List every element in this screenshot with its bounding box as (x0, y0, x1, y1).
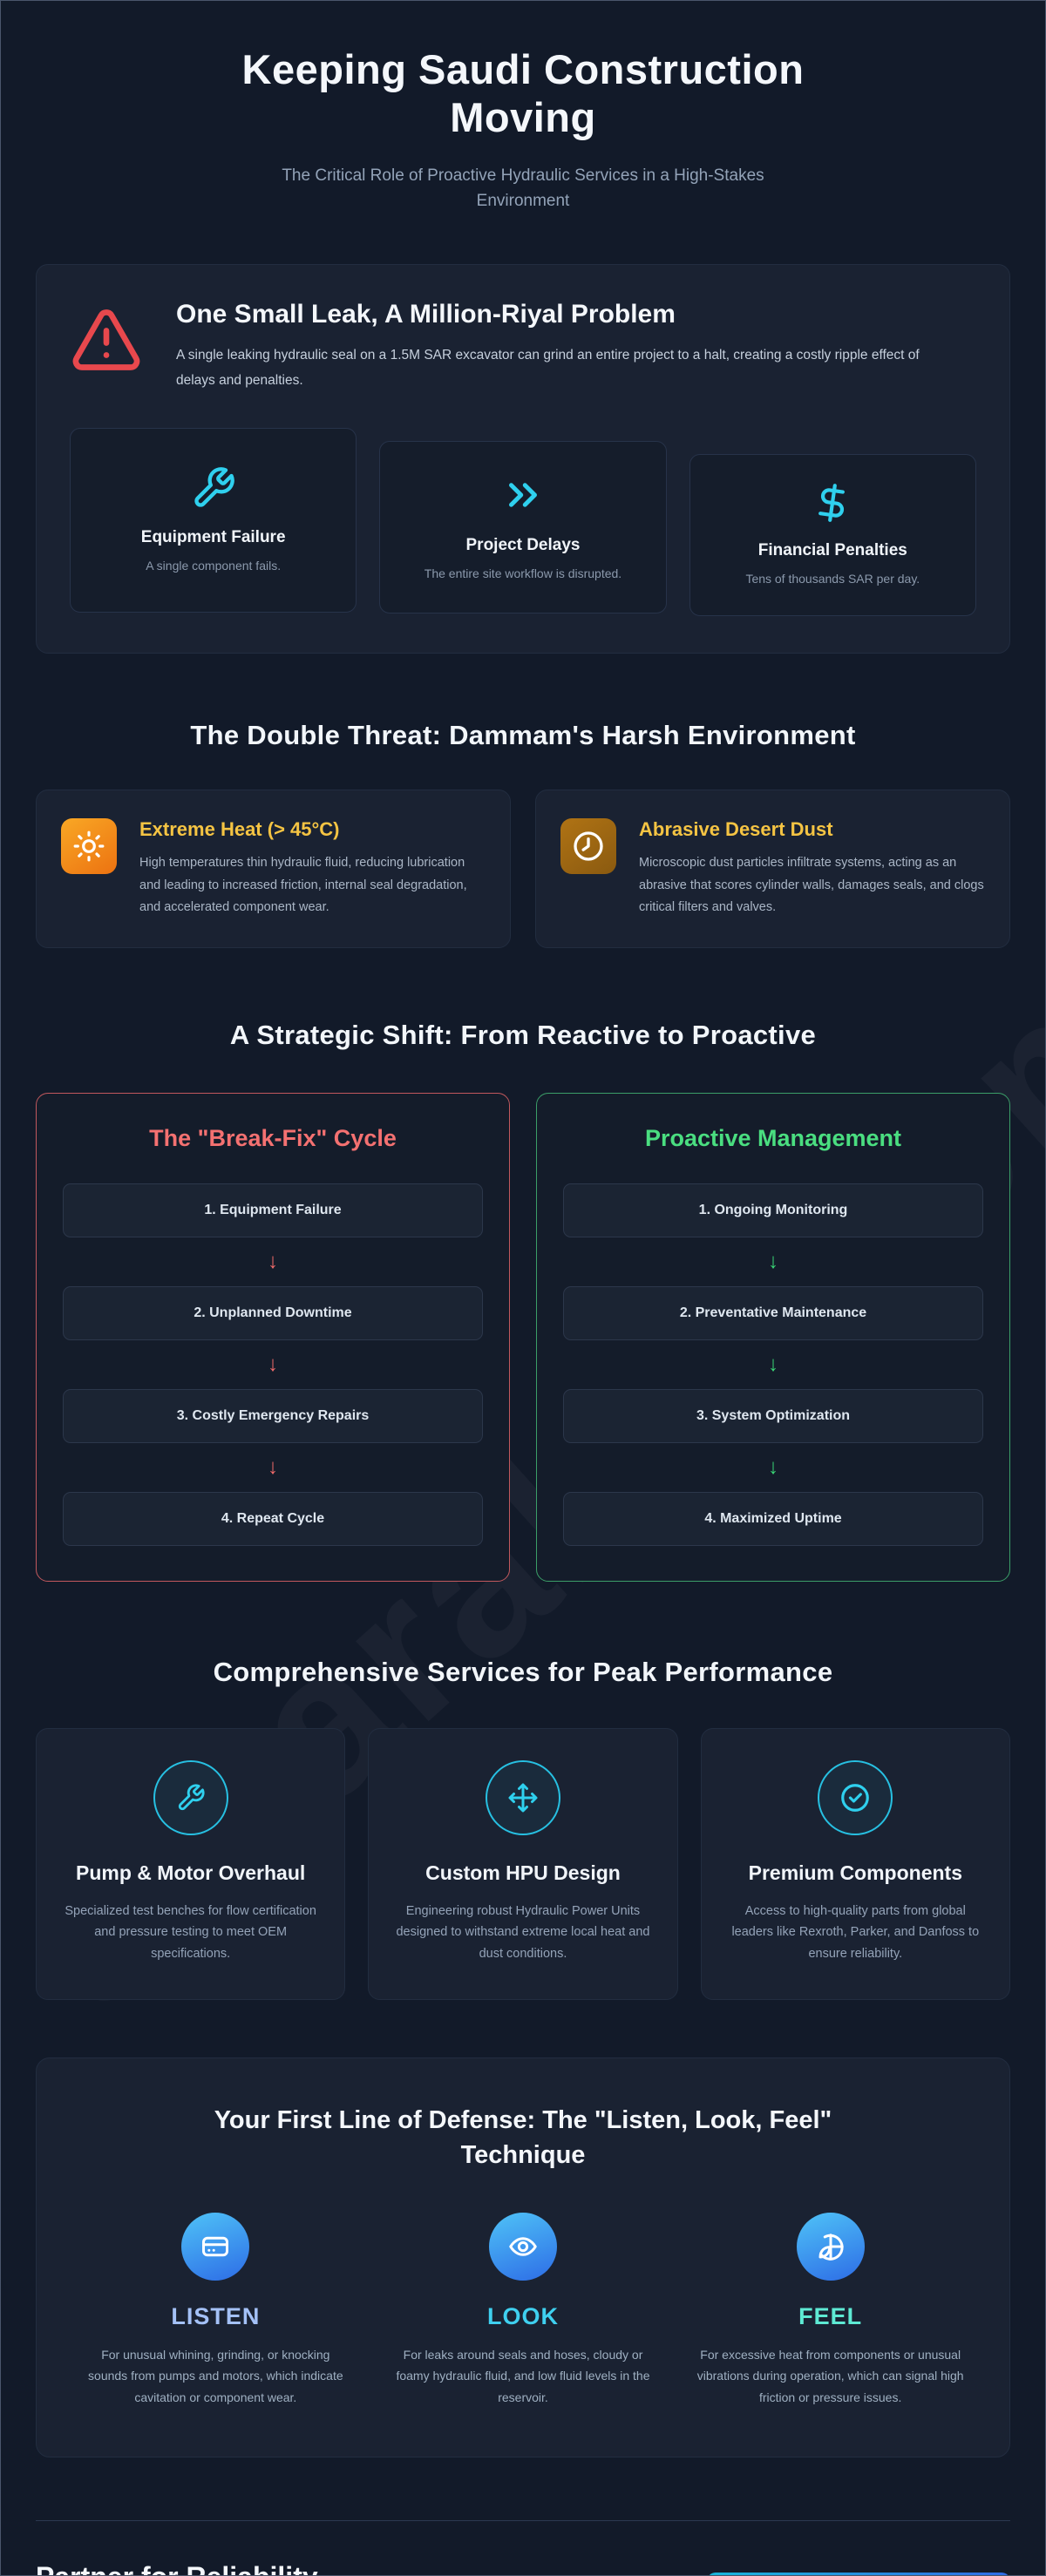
technique-item-listen: LISTEN For unusual whining, grinding, or… (77, 2212, 355, 2409)
break-fix-step-1: 1. Equipment Failure (63, 1183, 483, 1237)
break-fix-cycle-card: The "Break-Fix" Cycle 1. Equipment Failu… (36, 1092, 510, 1582)
threat-card-desert-dust: Abrasive Desert Dust Microscopic dust pa… (535, 790, 1010, 948)
learn-more-button[interactable]: Learn More at etsarabia.com (706, 2572, 1010, 2575)
page-title: Keeping Saudi Construction Moving (241, 46, 805, 140)
services-title: Comprehensive Services for Peak Performa… (213, 1656, 833, 1687)
double-chevron-icon (499, 471, 547, 519)
wrench-circle-icon (153, 1759, 228, 1835)
feel-icon (796, 2212, 865, 2281)
proactive-management-card: Proactive Management 1. Ongoing Monitori… (536, 1092, 1010, 1582)
service-card-pump-motor-overhaul: Pump & Motor Overhaul Specialized test b… (36, 1727, 346, 2001)
down-arrow-icon: ↓ (768, 1249, 778, 1273)
proactive-step-1: 1. Ongoing Monitoring (563, 1183, 983, 1237)
problem-card-financial-penalties: Financial Penalties Tens of thousands SA… (689, 454, 976, 617)
service-description: Access to high-quality parts from global… (731, 1903, 980, 1961)
footer-title: Partner for Reliability. (36, 2561, 559, 2575)
down-arrow-icon: ↓ (768, 1454, 778, 1479)
sun-icon (61, 818, 117, 875)
down-arrow-icon: ↓ (268, 1249, 278, 1273)
threat-title: Extreme Heat (> 45°C) (139, 818, 340, 841)
technique-description: For leaks around seals and hoses, cloudy… (396, 2347, 650, 2404)
service-title: Pump & Motor Overhaul (76, 1861, 306, 1884)
technique-item-look: LOOK For leaks around seals and hoses, c… (384, 2212, 662, 2409)
card-title: Financial Penalties (757, 541, 907, 560)
footer-divider (36, 2520, 1010, 2522)
down-arrow-icon: ↓ (768, 1352, 778, 1376)
threat-description: High temperatures thin hydraulic fluid, … (139, 856, 467, 915)
break-fix-step-2: 2. Unplanned Downtime (63, 1285, 483, 1340)
card-title: Project Delays (465, 536, 581, 555)
threat-title: Abrasive Desert Dust (639, 818, 833, 841)
problem-card-project-delays: Project Delays The entire site workflow … (379, 441, 667, 614)
double-threat-title: The Double Threat: Dammam's Harsh Enviro… (190, 720, 856, 751)
proactive-step-4: 4. Maximized Uptime (563, 1491, 983, 1546)
service-title: Premium Components (748, 1861, 962, 1884)
problem-card-equipment-failure: Equipment Failure A single component fai… (70, 428, 357, 613)
check-circle-icon (818, 1759, 893, 1835)
card-title: Equipment Failure (140, 528, 286, 547)
service-title: Custom HPU Design (425, 1861, 621, 1884)
card-description: The entire site workflow is disrupted. (424, 566, 622, 581)
problem-title: One Small Leak, A Million-Riyal Problem (176, 300, 676, 329)
dollar-icon (812, 482, 853, 524)
card-description: Tens of thousands SAR per day. (745, 572, 920, 586)
service-description: Engineering robust Hydraulic Power Units… (396, 1903, 650, 1961)
proactive-step-2: 2. Preventative Maintenance (563, 1285, 983, 1340)
technique-label: FEEL (798, 2302, 863, 2329)
technique-title: Your First Line of Defense: The "Listen,… (214, 2106, 832, 2169)
technique-description: For excessive heat from components or un… (696, 2347, 964, 2404)
service-card-custom-hpu-design: Custom HPU Design Engineering robust Hyd… (368, 1727, 678, 2001)
technique-label: LISTEN (171, 2302, 261, 2329)
service-description: Specialized test benches for flow certif… (65, 1903, 316, 1961)
page-subtitle: The Critical Role of Proactive Hydraulic… (282, 166, 764, 210)
strategic-shift-title: A Strategic Shift: From Reactive to Proa… (229, 1019, 817, 1050)
down-arrow-icon: ↓ (268, 1454, 278, 1479)
service-card-premium-components: Premium Components Access to high-qualit… (700, 1727, 1010, 2001)
break-fix-title: The "Break-Fix" Cycle (149, 1124, 397, 1151)
problem-description: A single leaking hydraulic seal on a 1.5… (176, 348, 920, 388)
hero: Keeping Saudi Construction Moving The Cr… (36, 1, 1010, 214)
proactive-step-3: 3. System Optimization (563, 1388, 983, 1443)
warning-triangle-icon (70, 300, 145, 376)
break-fix-step-4: 4. Repeat Cycle (63, 1491, 483, 1546)
down-arrow-icon: ↓ (268, 1352, 278, 1376)
speaker-icon (181, 2212, 250, 2281)
technique-label: LOOK (487, 2302, 559, 2329)
wrench-icon (191, 465, 236, 511)
problem-panel: One Small Leak, A Million-Riyal Problem … (36, 264, 1010, 654)
footer: Partner for Reliability. Ensure your hea… (36, 2561, 1010, 2575)
break-fix-step-3: 3. Costly Emergency Repairs (63, 1388, 483, 1443)
card-description: A single component fails. (146, 559, 282, 573)
proactive-title: Proactive Management (644, 1124, 902, 1151)
threat-description: Microscopic dust particles infiltrate sy… (639, 856, 984, 915)
technique-item-feel: FEEL For excessive heat from components … (691, 2212, 969, 2409)
clock-icon (560, 818, 616, 875)
technique-panel: Your First Line of Defense: The "Listen,… (36, 2057, 1010, 2458)
eye-icon (489, 2212, 557, 2281)
threat-card-extreme-heat: Extreme Heat (> 45°C) High temperatures … (36, 790, 511, 948)
move-arrows-icon (485, 1759, 560, 1835)
technique-description: For unusual whining, grinding, or knocki… (88, 2347, 343, 2404)
